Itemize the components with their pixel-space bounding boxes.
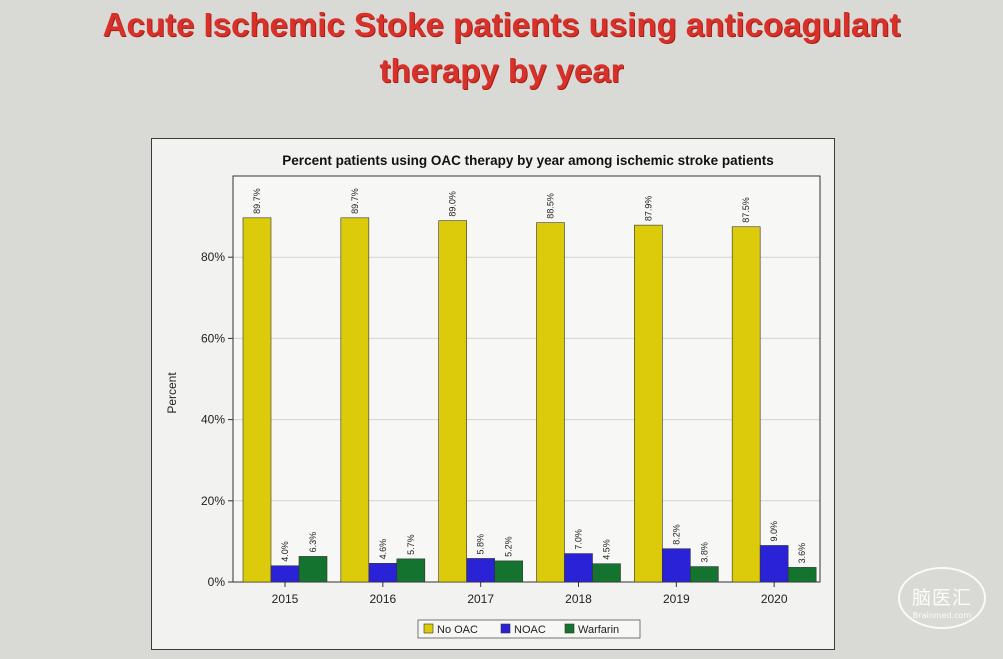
y-tick-label: 40% xyxy=(201,413,225,427)
data-label: 89.7% xyxy=(350,188,360,214)
bar-noac-2019 xyxy=(662,548,691,583)
y-tick-label: 0% xyxy=(208,575,226,589)
bar-warfarin-2018 xyxy=(592,563,621,583)
bar-no-oac-2020 xyxy=(731,226,761,583)
plot-border xyxy=(232,175,821,583)
bar-noac-2017 xyxy=(466,558,495,583)
data-label: 87.5% xyxy=(741,197,751,223)
slide-title-line-1: Acute Ischemic Stoke patients using anti… xyxy=(102,6,901,43)
data-label: 5.7% xyxy=(406,534,416,555)
y-axis-label: Percent xyxy=(165,372,179,414)
bar-no-oac-2017 xyxy=(438,220,467,583)
legend-swatch xyxy=(564,623,575,634)
slide-title-line-2: therapy by year xyxy=(379,52,624,89)
bar-noac-2018 xyxy=(564,553,593,583)
plot-background xyxy=(233,176,820,582)
data-label: 4.5% xyxy=(602,539,612,560)
legend-swatch xyxy=(500,623,511,634)
watermark-logo: 脑医汇 Brainmed.com xyxy=(898,567,986,629)
bar-no-oac-2019 xyxy=(634,224,663,583)
bar-warfarin-2015 xyxy=(298,556,328,583)
legend-swatch xyxy=(423,623,434,634)
data-label: 9.0% xyxy=(769,521,779,542)
bar-chart: Percent patients using OAC therapy by ye… xyxy=(165,153,821,639)
data-label: 89.7% xyxy=(252,188,262,214)
bar-noac-2020 xyxy=(759,545,789,583)
y-tick-label: 80% xyxy=(201,250,225,264)
data-label: 89.0% xyxy=(448,191,458,217)
bar-warfarin-2019 xyxy=(690,566,719,583)
watermark-subtext: Brainmed.com xyxy=(912,611,972,620)
data-label: 7.0% xyxy=(574,529,584,550)
legend-label: Warfarin xyxy=(578,624,619,636)
x-tick-label: 2017 xyxy=(467,592,494,606)
bar-noac-2015 xyxy=(270,565,300,583)
chart-title: Percent patients using OAC therapy by ye… xyxy=(282,153,773,168)
legend-label: No OAC xyxy=(437,624,478,636)
data-label: 87.9% xyxy=(643,196,653,222)
data-label: 3.6% xyxy=(797,543,807,564)
bar-warfarin-2016 xyxy=(396,558,426,583)
data-label: 3.8% xyxy=(699,542,709,563)
bar-no-oac-2018 xyxy=(536,222,565,583)
data-label: 88.5% xyxy=(546,193,556,219)
x-tick-label: 2015 xyxy=(272,592,299,606)
plot-area: 0% 20% 40% 60% 80% 89.7% 4.0% 6.3% 2015 89.7% 4.6%… xyxy=(201,175,821,606)
legend-box xyxy=(417,619,641,639)
data-label: 5.8% xyxy=(476,534,486,555)
x-tick-label: 2019 xyxy=(663,592,690,606)
bar-no-oac-2016 xyxy=(340,217,370,583)
bar-warfarin-2020 xyxy=(787,567,817,583)
data-label: 4.6% xyxy=(378,539,388,560)
x-tick-label: 2018 xyxy=(565,592,592,606)
bar-no-oac-2015 xyxy=(242,217,272,583)
x-tick-label: 2016 xyxy=(369,592,396,606)
data-label: 6.3% xyxy=(308,532,318,553)
y-tick-label: 60% xyxy=(201,331,225,345)
slide-title: Acute Ischemic Stoke patients using anti… xyxy=(0,2,1003,94)
data-label: 5.2% xyxy=(504,536,514,557)
legend-label: NOAC xyxy=(514,624,546,636)
data-label: 8.2% xyxy=(671,524,681,545)
bar-noac-2016 xyxy=(368,563,398,583)
chart-frame: Percent patients using OAC therapy by ye… xyxy=(151,138,835,650)
bar-warfarin-2017 xyxy=(494,560,523,583)
watermark-text: 脑医汇 xyxy=(911,587,972,609)
data-label: 4.0% xyxy=(280,541,290,562)
y-tick-label: 20% xyxy=(201,494,225,508)
x-tick-label: 2020 xyxy=(761,592,788,606)
legend: No OAC NOAC Warfarin xyxy=(417,619,641,639)
